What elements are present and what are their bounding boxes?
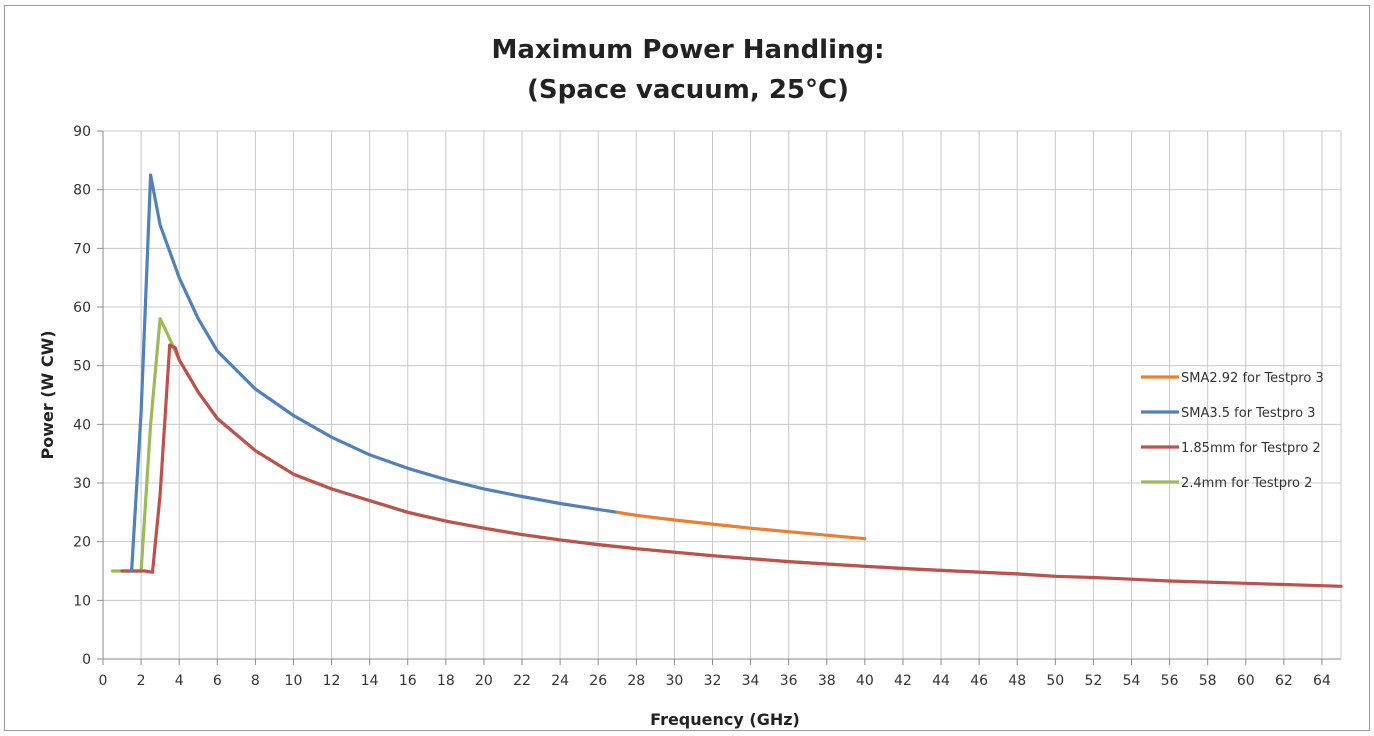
x-tick-label: 18 (437, 673, 455, 689)
x-tick-label: 8 (251, 673, 260, 689)
x-tick-label: 42 (894, 673, 912, 689)
legend-label: 2.4mm for Testpro 2 (1181, 476, 1312, 491)
series-line-sma3-5-for-testpro-3 (130, 173, 619, 573)
x-tick-label: 44 (932, 673, 950, 689)
x-tick-label: 14 (361, 673, 379, 689)
x-tick-label: 28 (627, 673, 645, 689)
x-tick-label: 38 (818, 673, 836, 689)
chart-title-line-2: (Space vacuum, 25°C) (527, 75, 849, 105)
x-tick-label: 32 (704, 673, 722, 689)
y-tick-label: 10 (73, 593, 91, 609)
x-tick-label: 16 (399, 673, 417, 689)
y-tick-label: 30 (73, 476, 91, 492)
x-tick-label: 52 (1084, 673, 1102, 689)
tick-labels: 0 2 4 6 8 10 12 14 16 18 20 22 24 26 28 30 32 34 36 38 40 42 4… (73, 124, 1331, 689)
legend-label: 1.85mm for Testpro 2 (1181, 441, 1321, 456)
y-tick-label: 50 (73, 359, 91, 375)
x-tick-label: 30 (665, 673, 683, 689)
chart-title-line-1: Maximum Power Handling: (491, 35, 884, 65)
x-tick-label: 10 (285, 673, 303, 689)
x-tick-label: 62 (1275, 673, 1293, 689)
x-tick-label: 6 (213, 673, 222, 689)
y-tick-label: 60 (73, 300, 91, 316)
series-line-sma2-92-for-testpro-3 (615, 510, 867, 541)
legend-label: SMA2.92 for Testpro 3 (1181, 371, 1324, 386)
x-tick-label: 34 (742, 673, 760, 689)
x-tick-label: 4 (175, 673, 184, 689)
legend: SMA2.92 for Testpro 3 SMA3.5 for Testpro … (1141, 371, 1324, 491)
x-tick-label: 36 (780, 673, 798, 689)
y-tick-label: 80 (73, 183, 91, 199)
data-series (110, 173, 1343, 588)
x-tick-label: 54 (1123, 673, 1141, 689)
series-line-1-85mm-for-testpro-2 (120, 343, 1343, 588)
x-tick-label: 64 (1313, 673, 1331, 689)
x-tick-label: 20 (475, 673, 493, 689)
y-tick-label: 20 (73, 535, 91, 551)
x-tick-label: 56 (1161, 673, 1179, 689)
x-tick-label: 58 (1199, 673, 1217, 689)
chart-title: Maximum Power Handling: (Space vacuum, 2… (491, 35, 884, 105)
x-tick-label: 46 (970, 673, 988, 689)
y-tick-label: 0 (82, 652, 91, 668)
legend-label: SMA3.5 for Testpro 3 (1181, 406, 1315, 421)
x-tick-label: 2 (137, 673, 146, 689)
y-axis-title: Power (W CW) (38, 330, 57, 459)
x-tick-label: 50 (1046, 673, 1064, 689)
chart-frame: Maximum Power Handling: (Space vacuum, 2… (4, 5, 1370, 731)
axes (97, 130, 1341, 665)
power-handling-chart: Maximum Power Handling: (Space vacuum, 2… (38, 35, 1343, 729)
y-tick-label: 40 (73, 417, 91, 433)
x-tick-label: 24 (551, 673, 569, 689)
x-axis-title: Frequency (GHz) (650, 710, 800, 729)
y-tick-label: 70 (73, 241, 91, 257)
x-tick-label: 12 (323, 673, 341, 689)
y-tick-label: 90 (73, 124, 91, 140)
x-tick-label: 0 (99, 673, 108, 689)
x-tick-label: 60 (1237, 673, 1255, 689)
x-tick-label: 40 (856, 673, 874, 689)
x-tick-label: 22 (513, 673, 531, 689)
x-tick-label: 26 (589, 673, 607, 689)
x-tick-label: 48 (1008, 673, 1026, 689)
